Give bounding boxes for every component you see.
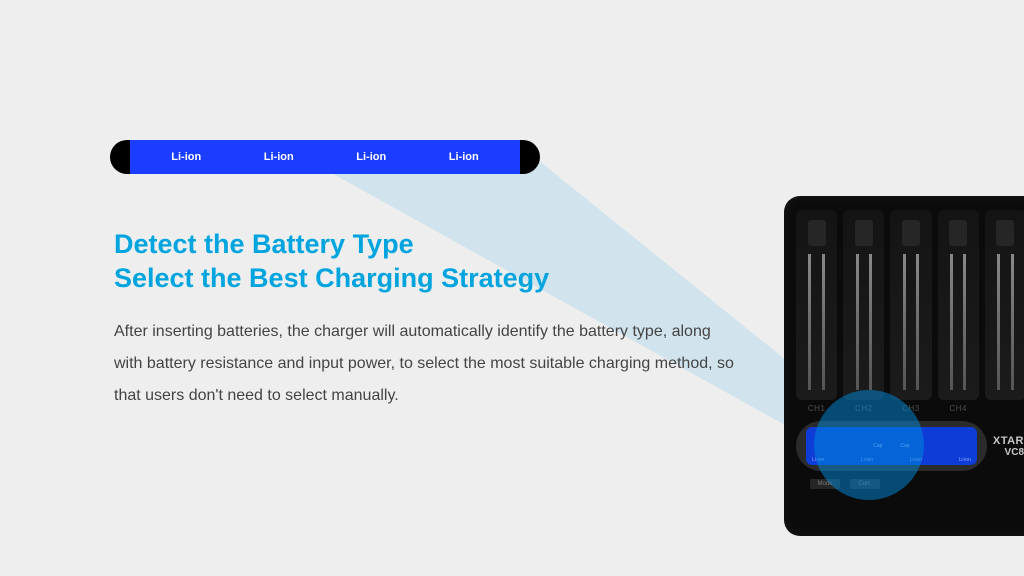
brand-label: XTAR <box>993 435 1024 447</box>
battery-bay <box>890 210 931 400</box>
channel-label: CH3 <box>890 404 931 413</box>
mode-button[interactable]: Mode <box>810 479 840 489</box>
headline-line-2: Select the Best Charging Strategy <box>114 262 549 296</box>
device-lcd-top: Cap <box>900 443 909 449</box>
model-label: VC8 <box>1005 447 1024 458</box>
battery-bays <box>796 210 1024 400</box>
battery-bay <box>843 210 884 400</box>
device-lcd-bottom: Li-ion <box>910 457 922 463</box>
device-lcd-bottom: Li-ion <box>959 457 971 463</box>
channel-label: CH1 <box>796 404 837 413</box>
headline-line-1: Detect the Battery Type <box>114 228 549 262</box>
battery-bay <box>985 210 1024 400</box>
pill-cell: Li-ion <box>356 151 386 163</box>
current-button[interactable]: Curr. <box>850 479 880 489</box>
battery-bay <box>938 210 979 400</box>
device-lcd-top: Cap <box>873 443 882 449</box>
pill-cell: Li-ion <box>449 151 479 163</box>
device-lcd-row: Cap Cap Li-ion Li-ion Li-ion Li-ion XTAR… <box>796 421 1024 471</box>
pill-cell: Li-ion <box>264 151 294 163</box>
brand-box: XTAR VC8 <box>993 435 1024 458</box>
charger-device: CH1 CH2 CH3 CH4 Cap Cap Li-ion Li-ion Li… <box>784 196 1024 536</box>
channel-label: CH2 <box>843 404 884 413</box>
headline: Detect the Battery Type Select the Best … <box>114 228 549 296</box>
channel-labels: CH1 CH2 CH3 CH4 <box>796 404 1024 413</box>
body-copy: After inserting batteries, the charger w… <box>114 316 734 412</box>
pill-screen: Li-ion Li-ion Li-ion Li-ion <box>130 140 520 174</box>
device-button-row: Mode Curr. <box>796 479 1024 489</box>
lcd-callout-pill: Li-ion Li-ion Li-ion Li-ion <box>110 140 540 174</box>
channel-label: CH4 <box>938 404 979 413</box>
device-lcd-bottom: Li-ion <box>861 457 873 463</box>
pill-cell: Li-ion <box>171 151 201 163</box>
device-lcd: Cap Cap Li-ion Li-ion Li-ion Li-ion <box>796 421 987 471</box>
channel-label <box>985 404 1024 413</box>
device-lcd-bottom: Li-ion <box>812 457 824 463</box>
battery-bay <box>796 210 837 400</box>
